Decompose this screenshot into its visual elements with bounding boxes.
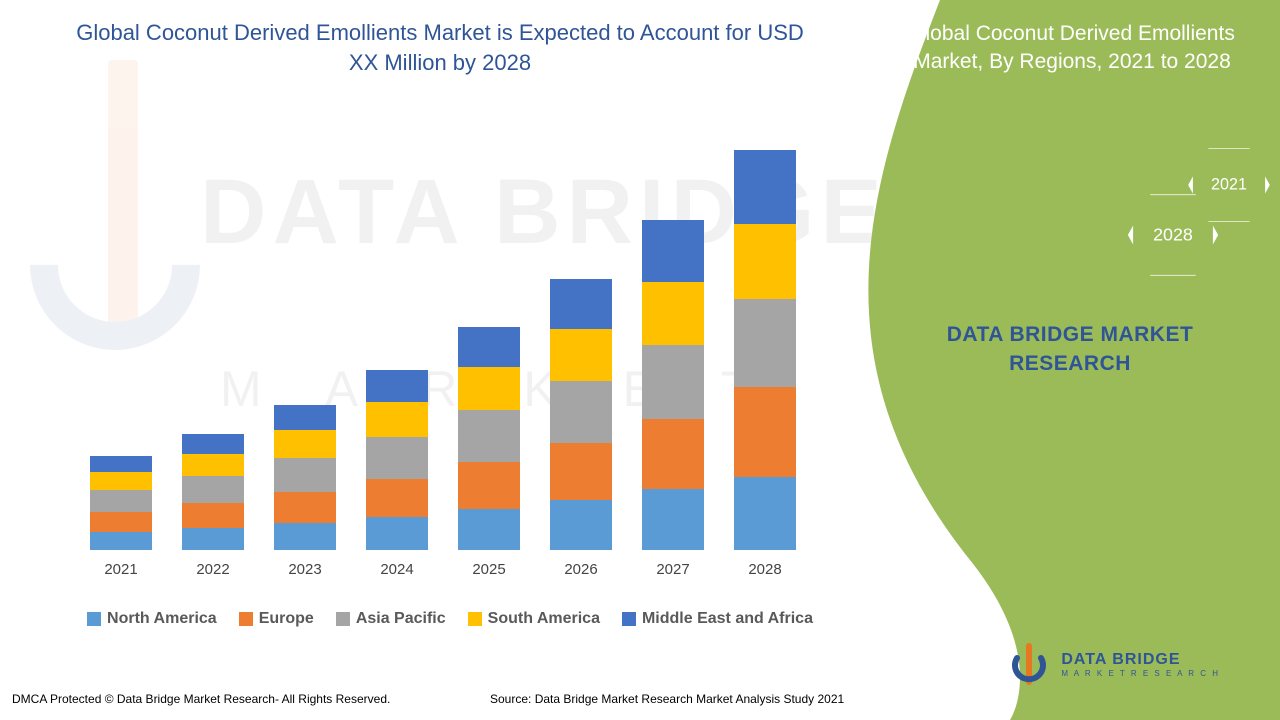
seg-asia pacific [734, 299, 796, 387]
xlabel: 2028 [734, 561, 796, 578]
xlabel: 2022 [182, 561, 244, 578]
bar-2022: 2022 [182, 434, 244, 550]
legend-item-europe: Europe [239, 610, 314, 628]
seg-south america [550, 329, 612, 381]
seg-europe [458, 462, 520, 509]
chart-plot-area: 2021 2022 2023 2024 2025 2026 2027 2028 [90, 150, 830, 550]
xlabel: 2021 [90, 561, 152, 578]
legend-label: Middle East and Africa [642, 610, 813, 628]
infographic-page: DATA BRIDGE M A R K E T Global Coconut D… [0, 0, 1280, 720]
seg-middle east and africa [642, 220, 704, 282]
seg-north america [642, 489, 704, 550]
legend-swatch [622, 612, 636, 626]
legend-item-middle-east-and-africa: Middle East and Africa [622, 610, 813, 628]
footer-copyright: DMCA Protected © Data Bridge Market Rese… [12, 692, 390, 706]
xlabel: 2025 [458, 561, 520, 578]
seg-asia pacific [274, 458, 336, 492]
seg-asia pacific [90, 490, 152, 512]
seg-north america [274, 523, 336, 550]
seg-north america [458, 509, 520, 550]
brand-name: DATA BRIDGE MARKET RESEARCH [900, 320, 1240, 379]
seg-south america [274, 430, 336, 458]
seg-europe [274, 492, 336, 523]
legend-item-asia-pacific: Asia Pacific [336, 610, 446, 628]
seg-europe [182, 503, 244, 528]
seg-asia pacific [366, 437, 428, 479]
bar-2026: 2026 [550, 279, 612, 550]
xlabel: 2023 [274, 561, 336, 578]
legend-swatch [336, 612, 350, 626]
seg-north america [182, 528, 244, 550]
legend-item-south-america: South America [468, 610, 600, 628]
footer-source: Source: Data Bridge Market Research Mark… [490, 692, 844, 706]
seg-north america [550, 500, 612, 550]
legend-swatch [87, 612, 101, 626]
seg-south america [642, 282, 704, 345]
seg-middle east and africa [274, 405, 336, 430]
db-logo: DATA BRIDGE M A R K E T R E S E A R C H [1007, 642, 1220, 686]
xlabel: 2027 [642, 561, 704, 578]
seg-south america [366, 402, 428, 437]
seg-middle east and africa [550, 279, 612, 329]
db-logo-text: DATA BRIDGE M A R K E T R E S E A R C H [1061, 651, 1220, 678]
seg-asia pacific [182, 476, 244, 503]
db-logo-name: DATA BRIDGE [1061, 651, 1220, 669]
seg-middle east and africa [90, 456, 152, 472]
hex-2021-label: 2021 [1211, 176, 1247, 195]
seg-north america [90, 532, 152, 550]
bar-2028: 2028 [734, 150, 796, 550]
xlabel: 2026 [550, 561, 612, 578]
seg-europe [734, 387, 796, 477]
seg-europe [550, 443, 612, 500]
legend-label: South America [488, 610, 600, 628]
legend-label: North America [107, 610, 217, 628]
seg-south america [182, 454, 244, 476]
legend-label: Asia Pacific [356, 610, 446, 628]
seg-middle east and africa [182, 434, 244, 454]
seg-north america [734, 477, 796, 550]
bar-2023: 2023 [274, 405, 336, 550]
legend-swatch [239, 612, 253, 626]
xlabel: 2024 [366, 561, 428, 578]
seg-middle east and africa [458, 327, 520, 367]
seg-middle east and africa [366, 370, 428, 402]
seg-middle east and africa [734, 150, 796, 224]
hex-2028-label: 2028 [1153, 225, 1193, 246]
seg-asia pacific [458, 410, 520, 462]
db-logo-mark [1007, 642, 1051, 686]
seg-north america [366, 517, 428, 550]
legend-swatch [468, 612, 482, 626]
bar-2021: 2021 [90, 456, 152, 550]
bar-2024: 2024 [366, 370, 428, 550]
db-logo-tagline: M A R K E T R E S E A R C H [1061, 669, 1220, 678]
legend-item-north-america: North America [87, 610, 217, 628]
chart-title: Global Coconut Derived Emollients Market… [60, 18, 820, 77]
seg-asia pacific [550, 381, 612, 443]
seg-europe [90, 512, 152, 532]
seg-south america [734, 224, 796, 299]
chart-legend: North America Europe Asia Pacific South Ame… [50, 610, 850, 628]
bar-2027: 2027 [642, 220, 704, 550]
right-panel-title: Global Coconut Derived Emollients Market… [882, 20, 1262, 77]
seg-europe [642, 419, 704, 489]
seg-europe [366, 479, 428, 517]
bar-2025: 2025 [458, 327, 520, 550]
seg-south america [90, 472, 152, 490]
legend-label: Europe [259, 610, 314, 628]
seg-asia pacific [642, 345, 704, 419]
seg-south america [458, 367, 520, 410]
right-panel: Global Coconut Derived Emollients Market… [850, 0, 1280, 720]
stacked-bar-chart: 2021 2022 2023 2024 2025 2026 2027 2028 [90, 150, 830, 580]
